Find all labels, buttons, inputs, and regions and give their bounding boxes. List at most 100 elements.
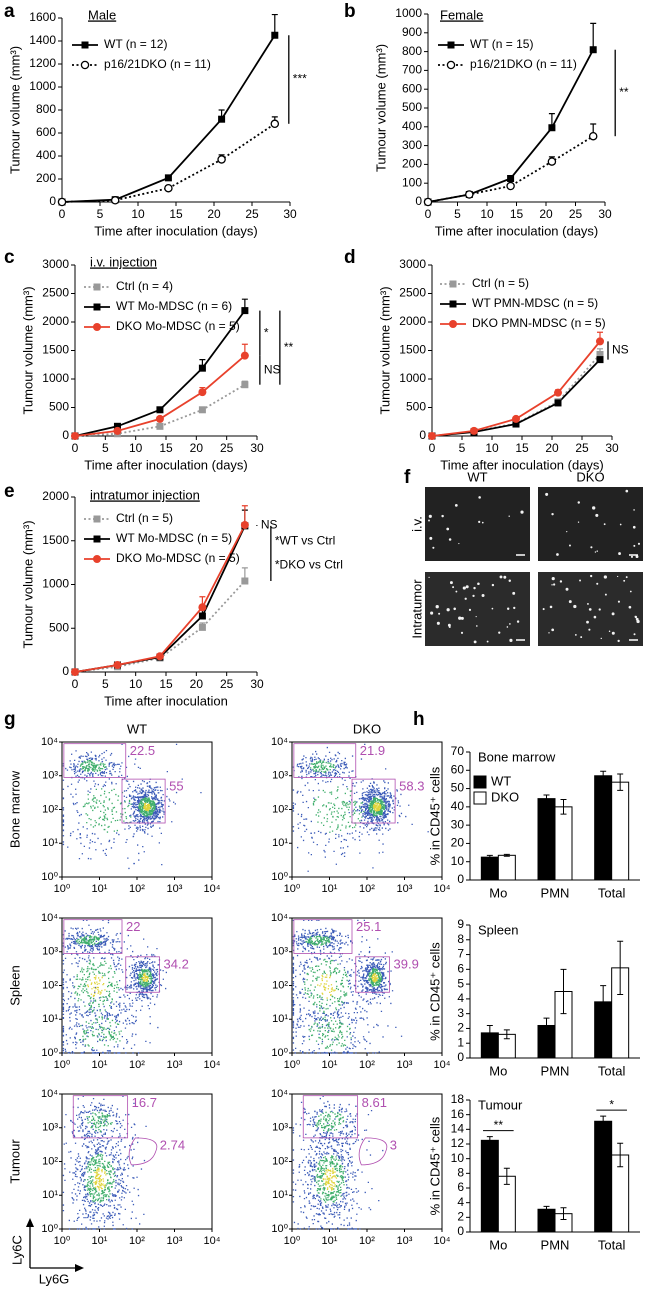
y-tick-label: 1500 [42,533,69,547]
gate [125,956,160,993]
y-tick-label: 4 [457,991,464,1005]
x-tick-label: 10³ [167,1059,183,1071]
y-axis-label: Tumour volume (mm³) [7,46,22,174]
x-tick-label: PMN [541,1063,570,1078]
y-tick-label: 6 [457,1180,464,1194]
y-tick-label: 10² [272,803,288,815]
marker [512,420,520,428]
legend-label: WT (n = 15) [470,37,533,51]
column-label: DKO [353,721,381,736]
error-bar [560,968,567,1015]
micrograph [538,487,643,561]
panel-letter: c [4,247,15,268]
x-tick-label: 5 [97,207,104,221]
y-tick-label: 200 [36,171,56,185]
y-tick-label: 60 [451,762,465,776]
y-tick-label: 0 [457,1224,464,1238]
error-bar [543,1205,550,1213]
marker [548,124,556,132]
y-tick-label: 10⁴ [271,1088,288,1100]
bar [554,806,573,881]
gate-percentage: 21.9 [360,743,385,758]
y-tick-label: 10 [451,854,465,868]
y-axis-label: % in CD45⁺ cells [427,766,442,865]
x-tick-label: 10 [131,207,145,221]
error-bar [617,940,624,995]
panel-letter: h [413,709,425,730]
marker [241,381,249,389]
marker [547,157,557,166]
gate-percentage: 55 [169,779,183,794]
x-tick-label: 5 [459,441,466,455]
legend-marker [93,515,101,523]
x-tick-label: 5 [102,441,109,455]
series-line [74,524,246,673]
y-tick-label: 10⁴ [41,912,58,924]
marker [198,364,206,372]
x-tick-label: Total [598,885,626,900]
x-tick-label: 25 [569,207,583,221]
x-tick-label: PMN [541,1237,570,1252]
x-tick-label: 10³ [397,1059,413,1071]
y-tick-label: 10¹ [42,1013,58,1025]
y-tick-label: 10⁰ [41,871,58,883]
significance-label: ** [284,340,294,354]
series-line [74,525,246,673]
legend-label: WT [491,773,511,788]
y-tick-label: 50 [451,781,465,795]
y-tick-label: 10³ [42,946,58,958]
error-bar [503,853,510,857]
y-tick-label: 10² [42,1155,58,1167]
x-tick-label: 5 [102,677,109,691]
y-tick-label: 10⁰ [271,1223,288,1235]
x-tick-label: 10² [359,1235,375,1247]
event-cloud [292,919,403,1054]
panel-letter: f [404,467,411,488]
y-tick-label: 10⁴ [41,1088,58,1100]
y-tick-label: 16 [451,1107,465,1121]
y-tick-label: 200 [402,157,422,171]
x-tick-label: 20 [207,207,221,221]
marker [155,414,164,423]
y-tick-label: 2500 [42,286,69,300]
y-tick-label: 2 [457,1210,464,1224]
plot-frame [61,741,213,878]
x-tick-label: Total [598,1237,626,1252]
x-tick-label: Mo [489,1063,507,1078]
y-tick-label: 2500 [399,286,426,300]
x-tick-label: 10² [359,883,375,895]
x-tick-label: 30 [598,207,612,221]
y-tick-label: 10² [272,979,288,991]
x-tick-label: 10 [129,441,143,455]
x-tick-label: 10¹ [322,1235,338,1247]
error-bar [600,985,607,1019]
x-tick-label: 30 [605,441,619,455]
bar [480,1139,499,1233]
gate [293,919,353,954]
y-tick-label: 1000 [42,371,69,385]
legend-marker [449,300,457,308]
significance-label: *DKO vs Ctrl [275,558,343,572]
x-tick-label: 15 [169,207,183,221]
legend-marker [446,60,456,70]
x-tick-label: 30 [250,677,264,691]
x-axis-label: Time after inoculation (days) [440,457,604,472]
y-tick-label: 10 [451,1151,465,1165]
arrow-heads [26,1218,84,1272]
panel-letter: e [4,481,15,502]
row-label: Tumour [7,1139,22,1184]
marker [155,652,164,661]
event-cloud [79,759,156,833]
gate-percentage: 16.7 [132,1095,157,1110]
marker [164,183,173,193]
y-tick-label: 3 [457,1006,464,1020]
y-tick-label: 10¹ [42,1189,58,1201]
marker [198,623,206,631]
x-tick-label: 10² [129,883,145,895]
y-tick-label: 400 [402,119,422,133]
marker [428,432,436,440]
row-label: Intratumor [409,579,424,639]
y-tick-label: 100 [402,175,422,189]
event-cloud [372,802,382,812]
significance-label: NS [264,362,281,376]
